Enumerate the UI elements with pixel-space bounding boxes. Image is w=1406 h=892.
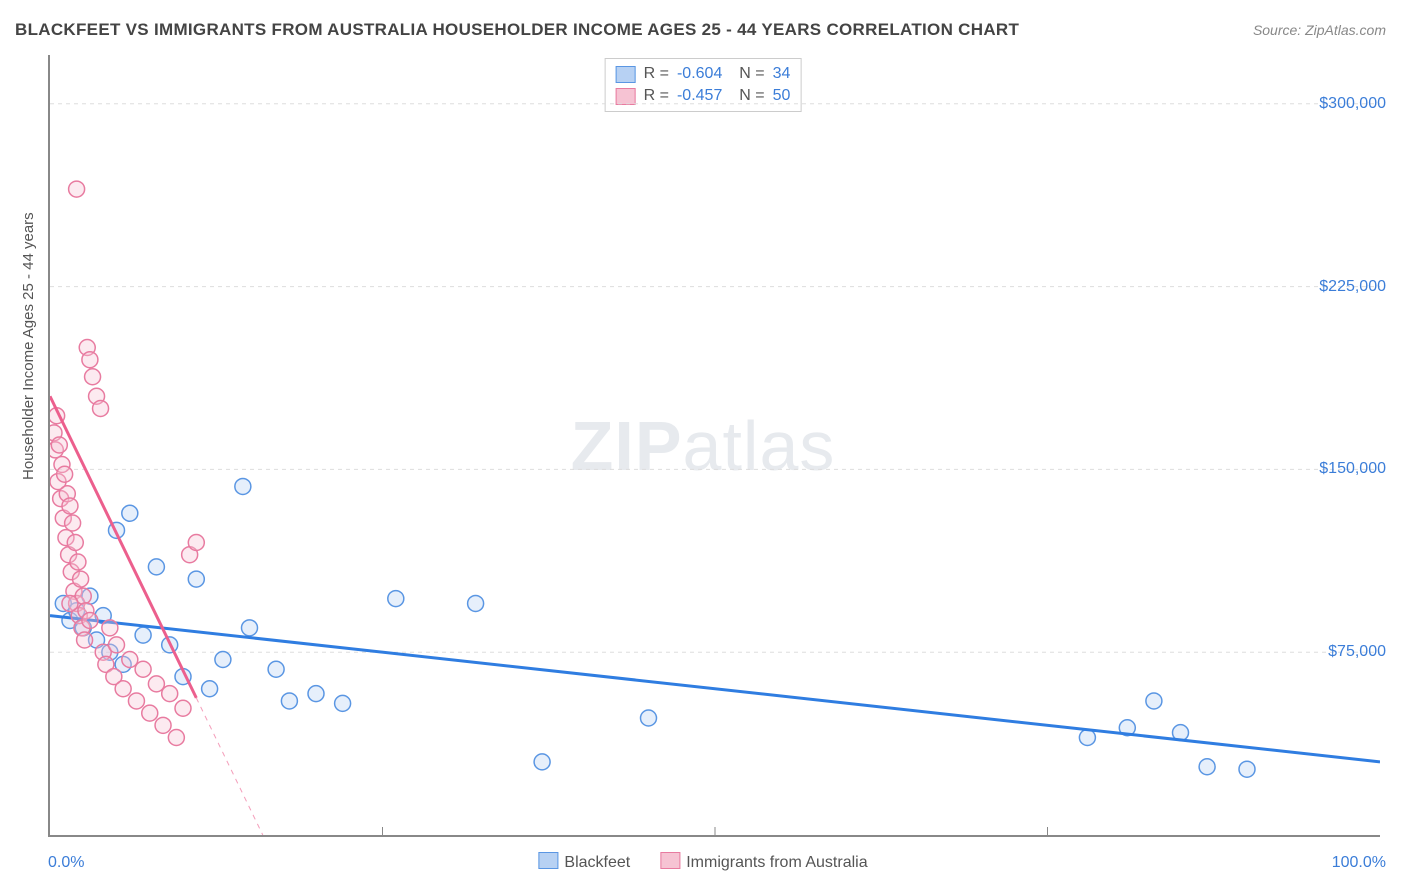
y-tick-label: $225,000	[1319, 278, 1386, 296]
legend-swatch	[660, 852, 680, 869]
series-legend: Blackfeet Immigrants from Australia	[538, 852, 867, 872]
y-tick-label: $75,000	[1328, 643, 1386, 661]
y-tick-label: $300,000	[1319, 95, 1386, 113]
scatter-plot	[48, 55, 1380, 837]
y-tick-label: $150,000	[1319, 460, 1386, 478]
x-axis-max-label: 100.0%	[1332, 854, 1386, 872]
series-legend-item: Blackfeet	[538, 852, 630, 872]
legend-swatch	[538, 852, 558, 869]
y-axis-label: Householder Income Ages 25 - 44 years	[20, 212, 37, 480]
source-attribution: Source: ZipAtlas.com	[1253, 22, 1386, 38]
x-axis-min-label: 0.0%	[48, 854, 84, 872]
series-legend-item: Immigrants from Australia	[660, 852, 867, 872]
series-name: Blackfeet	[564, 854, 630, 871]
series-name: Immigrants from Australia	[686, 854, 867, 871]
chart-title: BLACKFEET VS IMMIGRANTS FROM AUSTRALIA H…	[15, 20, 1019, 40]
